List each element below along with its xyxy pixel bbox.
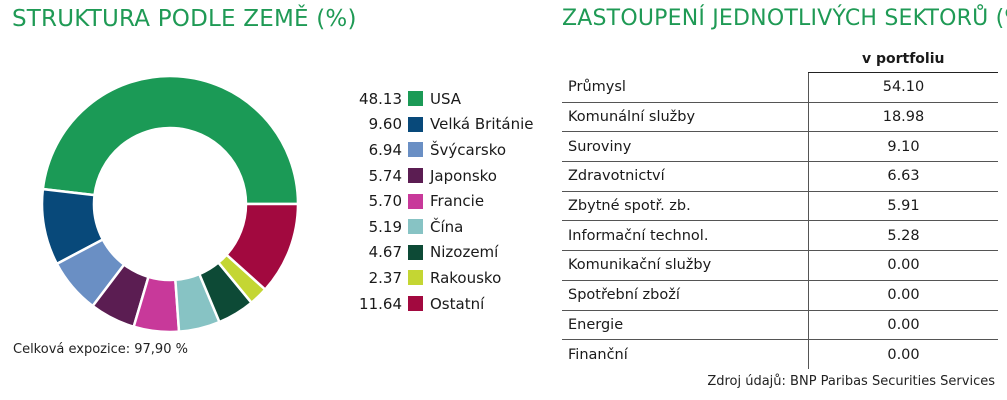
- legend-item: 6.94 Švýcarsko: [352, 137, 552, 163]
- legend-label: Japonsko: [430, 166, 497, 185]
- sector-name: Spotřební zboží: [562, 280, 809, 311]
- legend-item: 11.64 Ostatní: [352, 291, 552, 317]
- sector-table-title: ZASTOUPENÍ JEDNOTLIVÝCH SEKTORŮ (%): [562, 6, 1007, 31]
- legend-item: 5.70 Francie: [352, 188, 552, 214]
- sector-name-header: [562, 46, 809, 73]
- country-donut-chart: [40, 74, 300, 334]
- legend-label: Velká Británie: [430, 115, 534, 134]
- sector-table: v portfoliu Průmysl 54.10 Komunální služby…: [562, 46, 998, 369]
- legend-value: 5.70: [368, 192, 402, 211]
- legend-swatch: [408, 219, 423, 235]
- table-row: Zdravotnictví 6.63: [562, 161, 998, 192]
- sector-name: Informační technol.: [562, 220, 809, 252]
- total-exposure-note: Celková expozice: 97,90 %: [13, 342, 188, 357]
- sector-value: 5.28: [808, 220, 998, 252]
- sector-name: Zbytné spotř. zb.: [562, 191, 809, 222]
- legend-value: 2.37: [368, 268, 402, 287]
- table-row: Spotřební zboží 0.00: [562, 280, 998, 311]
- sector-name: Energie: [562, 310, 809, 341]
- sector-value: 5.91: [808, 191, 998, 222]
- sector-value: 0.00: [808, 310, 998, 341]
- sector-value: 0.00: [887, 346, 920, 363]
- legend-item: 9.60 Velká Británie: [352, 112, 552, 138]
- sector-value: 6.63: [808, 161, 998, 192]
- legend-value: 6.94: [368, 140, 402, 159]
- legend-value: 9.60: [368, 115, 402, 134]
- sector-name: Finanční: [562, 339, 809, 369]
- legend-swatch: [408, 193, 423, 209]
- legend-label: Čína: [430, 217, 464, 236]
- legend-swatch: [408, 244, 423, 260]
- legend-label: USA: [430, 89, 462, 108]
- data-source-note: Zdroj údajů: BNP Paribas Securities Serv…: [707, 374, 995, 389]
- legend-value: 5.19: [368, 217, 402, 236]
- legend-swatch: [408, 142, 423, 158]
- donut-slice-1: [41, 74, 300, 206]
- legend-swatch: [408, 296, 423, 312]
- table-row: Komunikační služby 0.00: [562, 250, 998, 281]
- sector-name: Komunální služby: [562, 102, 809, 133]
- legend-label: Nizozemí: [430, 243, 499, 262]
- sector-name: Zdravotnictví: [562, 161, 809, 192]
- table-row: Zbytné spotř. zb. 5.91: [562, 191, 998, 222]
- legend-item: 4.67 Nizozemí: [352, 240, 552, 266]
- country-chart-title: STRUKTURA PODLE ZEMĚ (%): [12, 6, 357, 32]
- country-legend: 48.13 USA 9.60 Velká Británie 6.94 Švýcarsko 5…: [352, 86, 552, 316]
- table-row: Informační technol. 5.28: [562, 220, 998, 252]
- legend-value: 48.13: [359, 89, 402, 108]
- legend-label: Švýcarsko: [430, 140, 507, 159]
- table-row: Energie 0.00: [562, 310, 998, 341]
- sector-name: Komunikační služby: [562, 250, 809, 281]
- donut-slice-9: [224, 202, 300, 292]
- legend-swatch: [408, 168, 423, 184]
- table-row: Průmysl 54.10: [562, 72, 998, 103]
- sector-value: 54.10: [808, 72, 998, 103]
- legend-swatch: [408, 270, 423, 286]
- legend-item: 5.74 Japonsko: [352, 163, 552, 189]
- legend-value: 11.64: [359, 294, 402, 313]
- legend-value: 4.67: [368, 243, 402, 262]
- sector-name: Průmysl: [562, 72, 809, 103]
- legend-item: 5.19 Čína: [352, 214, 552, 240]
- table-row: Komunální služby 18.98: [562, 102, 998, 133]
- table-row: Finanční 0.00: [562, 339, 998, 369]
- legend-value: 5.74: [368, 166, 402, 185]
- legend-swatch: [408, 91, 423, 107]
- legend-swatch: [408, 116, 423, 132]
- sector-value: 18.98: [808, 102, 998, 133]
- legend-label: Francie: [430, 192, 485, 211]
- legend-label: Ostatní: [430, 294, 485, 313]
- sector-value: 0.00: [808, 250, 998, 281]
- sector-value: 9.10: [808, 131, 998, 163]
- legend-item: 2.37 Rakousko: [352, 265, 552, 291]
- legend-label: Rakousko: [430, 268, 502, 287]
- sector-name: Suroviny: [562, 131, 809, 163]
- sector-value: 0.00: [808, 280, 998, 311]
- legend-item: 48.13 USA: [352, 86, 552, 112]
- portfolio-column-header: v portfoliu: [808, 46, 998, 73]
- table-row: Suroviny 9.10: [562, 131, 998, 163]
